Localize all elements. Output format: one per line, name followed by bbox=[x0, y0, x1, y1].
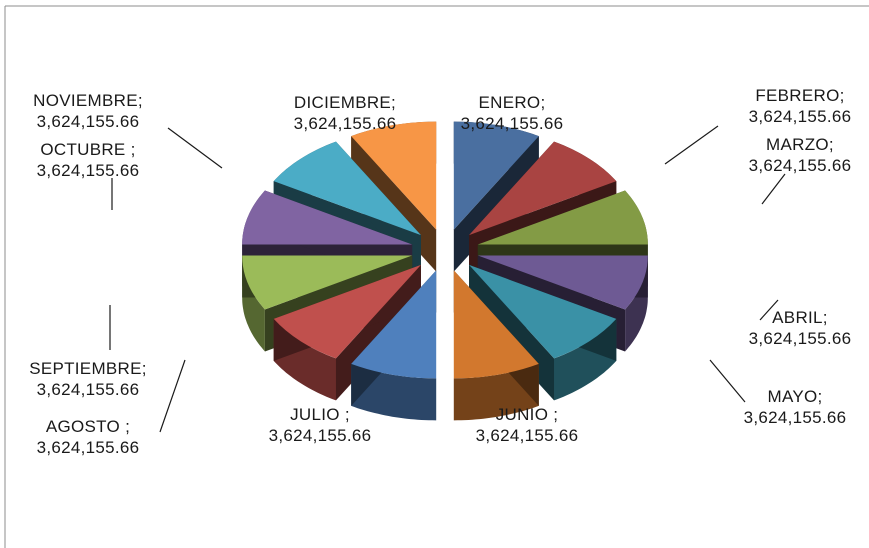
slice-label-name-enero: ENERO; bbox=[479, 93, 546, 112]
slice-label-name-junio: JUNIO ; bbox=[496, 405, 559, 424]
slice-label-value-febrero: 3,624,155.66 bbox=[749, 107, 852, 126]
slice-label-value-diciembre: 3,624,155.66 bbox=[294, 114, 397, 133]
leader-line-noviembre bbox=[167, 127, 223, 169]
pie-slice-side-abril bbox=[625, 255, 648, 352]
leader-line-mayo bbox=[709, 359, 746, 403]
slice-label-value-mayo: 3,624,155.66 bbox=[744, 408, 847, 427]
leader-line-abril bbox=[759, 299, 779, 321]
leader-line-agosto bbox=[159, 359, 186, 433]
pie-slice-febrero bbox=[469, 141, 617, 236]
slice-label-name-marzo: MARZO; bbox=[766, 135, 834, 154]
slice-label-name-octubre: OCTUBRE ; bbox=[40, 140, 135, 159]
slice-label-name-noviembre: NOVIEMBRE; bbox=[33, 91, 143, 110]
pie-slice-enero bbox=[453, 121, 539, 230]
slice-label-value-julio: 3,624,155.66 bbox=[269, 426, 372, 445]
slice-label-name-agosto: AGOSTO ; bbox=[46, 417, 130, 436]
slice-label-name-julio: JULIO ; bbox=[290, 405, 350, 424]
slice-label-value-agosto: 3,624,155.66 bbox=[37, 438, 140, 457]
slice-label-value-marzo: 3,624,155.66 bbox=[749, 156, 852, 175]
leader-line-marzo bbox=[761, 173, 786, 205]
pie-slice-junio bbox=[453, 270, 539, 379]
pie-slice-diciembre bbox=[351, 121, 437, 230]
slice-label-name-septiembre: SEPTIEMBRE; bbox=[29, 359, 147, 378]
pie-slice-marzo bbox=[477, 190, 648, 245]
slice-label-value-noviembre: 3,624,155.66 bbox=[37, 112, 140, 131]
slice-label-name-abril: ABRIL; bbox=[772, 308, 828, 327]
pie-slice-side-septiembre bbox=[242, 255, 265, 352]
pie-slice-agosto bbox=[273, 264, 421, 359]
pie-slice-septiembre bbox=[242, 255, 413, 310]
slice-label-value-enero: 3,624,155.66 bbox=[461, 114, 564, 133]
pie-slice-julio bbox=[351, 270, 437, 379]
slice-label-name-febrero: FEBRERO; bbox=[755, 86, 844, 105]
slice-label-value-abril: 3,624,155.66 bbox=[749, 329, 852, 348]
leader-line-febrero bbox=[664, 125, 719, 165]
pie-slice-noviembre bbox=[273, 141, 421, 236]
pie-slice-mayo bbox=[469, 264, 617, 359]
pie-slice-abril bbox=[477, 255, 648, 310]
pie-slice-octubre bbox=[242, 190, 413, 245]
slice-label-value-septiembre: 3,624,155.66 bbox=[37, 380, 140, 399]
slice-label-value-octubre: 3,624,155.66 bbox=[37, 161, 140, 180]
slice-label-name-diciembre: DICIEMBRE; bbox=[294, 93, 396, 112]
slice-label-value-junio: 3,624,155.66 bbox=[476, 426, 579, 445]
slice-label-name-mayo: MAYO; bbox=[767, 387, 822, 406]
